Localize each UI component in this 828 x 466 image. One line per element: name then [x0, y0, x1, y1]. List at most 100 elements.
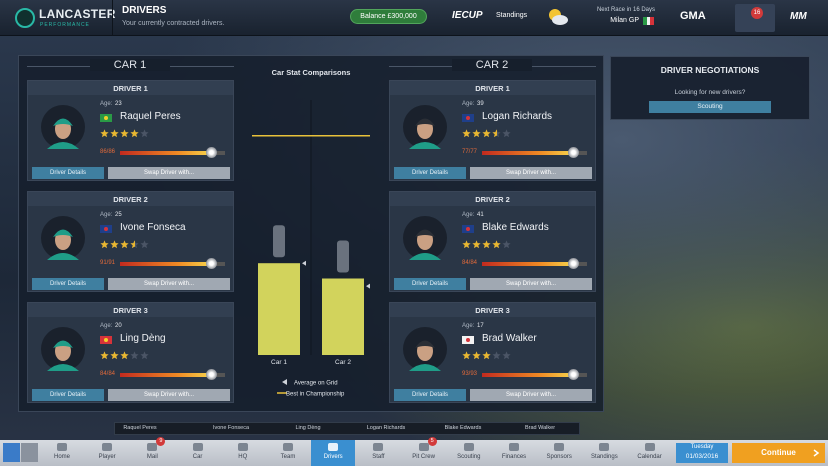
nav-icon — [102, 443, 113, 451]
nav-icon — [554, 443, 565, 451]
driver-tab[interactable]: Ivone Fonseca — [212, 425, 250, 431]
driver-slot: DRIVER 1 — [113, 84, 148, 93]
scouting-button[interactable]: Scouting — [649, 101, 771, 113]
avatar-shirt — [409, 142, 441, 149]
swap-button[interactable]: Swap Driver with... — [108, 389, 230, 401]
nav-item[interactable]: Staff — [372, 454, 385, 460]
driver-tab[interactable]: Raquel Peres — [123, 425, 157, 431]
nav-item[interactable]: Standings — [591, 454, 618, 460]
standings-dropdown[interactable]: Standings — [496, 12, 528, 19]
star-filled — [462, 240, 501, 249]
swap-button[interactable]: Swap Driver with... — [470, 167, 592, 179]
nav-item[interactable]: Team — [280, 454, 296, 460]
cloud — [552, 15, 568, 25]
driver-tabs — [114, 422, 580, 435]
stat-value: 84/84 — [462, 260, 478, 266]
continue-button[interactable]: Continue — [732, 443, 825, 463]
manager-logo[interactable]: GMA — [680, 10, 706, 22]
legend-label: Average on Grid — [294, 381, 338, 387]
nationality-flag — [462, 225, 474, 233]
driver-card: DRIVER 3 Age: 20 Ling Dèng 84/84 Driver Detai… — [27, 302, 234, 403]
swap-button[interactable]: Swap Driver with... — [108, 278, 230, 290]
age-label: Age: — [100, 101, 113, 107]
star — [110, 129, 119, 138]
details-button[interactable]: Driver Details — [394, 167, 466, 179]
avatar-cap — [53, 118, 73, 126]
swap-button[interactable]: Swap Driver with... — [108, 167, 230, 179]
star — [482, 351, 491, 360]
details-button[interactable]: Driver Details — [32, 278, 104, 290]
car-silhouette — [337, 240, 349, 273]
progress-bar — [482, 262, 587, 266]
date-box[interactable] — [676, 443, 728, 463]
nav-item[interactable]: Home — [53, 454, 70, 460]
progress-knob — [568, 369, 579, 380]
nav-item[interactable]: Mail — [146, 454, 158, 460]
age-value: 20 — [115, 323, 122, 329]
driver-tab[interactable]: Logan Richards — [366, 425, 406, 431]
race-name: Milan GP — [610, 17, 639, 24]
star-empty — [140, 129, 149, 138]
nav-item[interactable]: Pit Crew — [412, 454, 435, 460]
details-button[interactable]: Driver Details — [394, 389, 466, 401]
avatar-cap — [53, 229, 73, 237]
nav-item[interactable]: HQ — [238, 454, 248, 460]
details-button[interactable]: Driver Details — [32, 167, 104, 179]
forward-button[interactable] — [21, 443, 38, 462]
progress-knob — [206, 369, 217, 380]
star-empty — [492, 351, 501, 360]
driver-slot: DRIVER 2 — [475, 195, 510, 204]
nav-item[interactable]: Sponsors — [546, 454, 572, 460]
nav-icon — [57, 443, 67, 451]
driver-tab[interactable]: Blake Edwards — [444, 425, 482, 431]
driver-avatar — [403, 216, 447, 260]
star — [492, 129, 497, 138]
flag-emblem — [466, 116, 470, 120]
driver-slot: DRIVER 3 — [113, 306, 148, 315]
age-value: 17 — [477, 323, 484, 329]
flag-emblem — [104, 116, 108, 120]
nav-icon — [283, 443, 293, 451]
nav-item[interactable]: Drivers — [323, 454, 343, 460]
star-filled — [462, 351, 491, 360]
star — [100, 240, 109, 249]
star-filled — [462, 129, 497, 138]
details-button[interactable]: Driver Details — [32, 389, 104, 401]
top-bar: LANCASTER PERFORMANCE DRIVERS Your currentl… — [0, 0, 828, 36]
notification-badge: 16 — [751, 7, 763, 19]
nav-item[interactable]: Player — [98, 454, 116, 460]
back-button[interactable] — [3, 443, 20, 462]
driver-avatar — [403, 105, 447, 149]
divider — [112, 0, 113, 36]
nav-item[interactable]: Scouting — [457, 454, 481, 460]
progress-bar — [120, 151, 225, 155]
bar — [258, 263, 300, 355]
nav-item[interactable]: Calendar — [637, 454, 662, 460]
swap-button[interactable]: Swap Driver with... — [470, 278, 592, 290]
nav-icon — [644, 443, 655, 451]
flag-emblem — [466, 338, 470, 342]
stat-value: 77/77 — [462, 149, 478, 155]
star-empty — [140, 351, 149, 360]
card-header — [390, 192, 595, 206]
category-label: Car 2 — [335, 359, 351, 366]
nationality-flag — [100, 336, 112, 344]
driver-tab[interactable]: Ling Dèng — [295, 425, 321, 431]
driver-slot: DRIVER 2 — [113, 195, 148, 204]
driver-name: Ivone Fonseca — [120, 222, 186, 233]
progress-knob — [568, 258, 579, 269]
details-button[interactable]: Driver Details — [394, 278, 466, 290]
driver-card: DRIVER 1 Age: 39 Logan Richards 77/77 Driver … — [389, 80, 596, 181]
balance-pill[interactable]: Balance £300,000 — [350, 9, 427, 24]
stat-value: 91/91 — [100, 260, 116, 266]
driver-tab[interactable]: Brad Walker — [524, 425, 556, 431]
stat-value: 84/84 — [100, 371, 116, 377]
progress-bar — [120, 262, 225, 266]
star — [462, 129, 471, 138]
card-header — [390, 81, 595, 95]
swap-button[interactable]: Swap Driver with... — [470, 389, 592, 401]
driver-name: Blake Edwards — [482, 222, 549, 233]
star-filled — [100, 351, 129, 360]
nav-item[interactable]: Finances — [501, 454, 527, 460]
nav-item[interactable]: Car — [192, 454, 203, 460]
